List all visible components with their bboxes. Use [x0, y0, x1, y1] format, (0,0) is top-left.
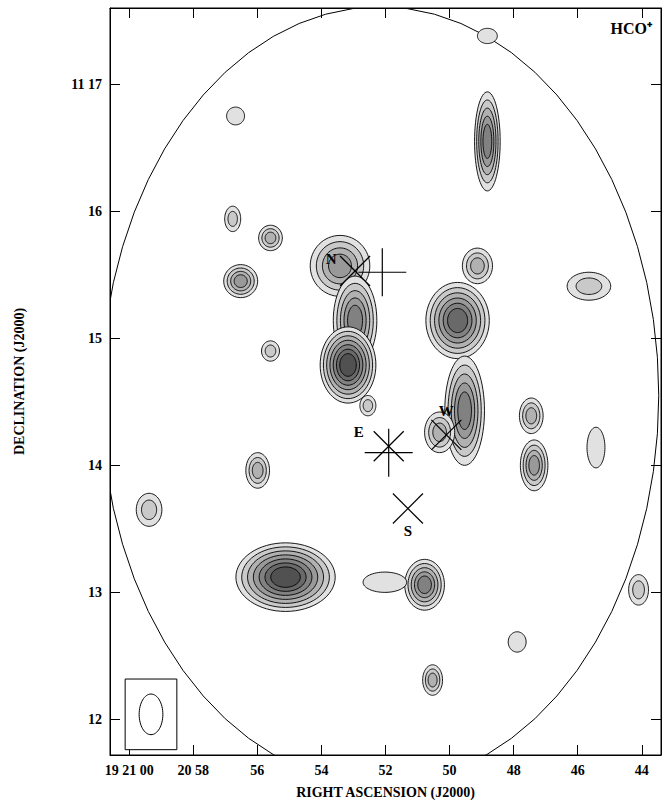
svg-text:54: 54 [314, 763, 328, 778]
svg-text:19 21 00: 19 21 00 [105, 763, 154, 778]
svg-text:HCO⁺: HCO⁺ [611, 20, 653, 37]
svg-text:52: 52 [379, 763, 393, 778]
svg-text:13: 13 [88, 585, 102, 600]
svg-text:48: 48 [507, 763, 521, 778]
svg-text:16: 16 [88, 204, 102, 219]
svg-text:11 17: 11 17 [71, 77, 102, 92]
svg-text:DECLINATION (J2000): DECLINATION (J2000) [12, 308, 28, 455]
svg-text:N: N [326, 251, 337, 267]
svg-text:12: 12 [88, 712, 102, 727]
svg-text:S: S [404, 523, 412, 539]
svg-text:W: W [439, 403, 454, 419]
svg-text:46: 46 [571, 763, 585, 778]
svg-text:RIGHT ASCENSION (J2000): RIGHT ASCENSION (J2000) [296, 785, 475, 801]
svg-text:20 58: 20 58 [178, 763, 210, 778]
svg-text:44: 44 [635, 763, 649, 778]
svg-text:E: E [354, 424, 364, 440]
svg-text:56: 56 [250, 763, 264, 778]
svg-text:14: 14 [88, 458, 102, 473]
svg-text:50: 50 [443, 763, 457, 778]
svg-text:15: 15 [88, 331, 102, 346]
